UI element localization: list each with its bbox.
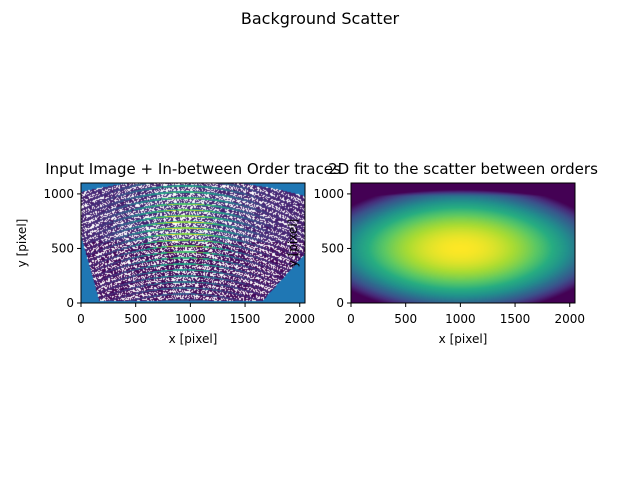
right-panel: 2D fit to the scatter between orders 0 50…: [286, 160, 598, 346]
right-axes-frame: [350, 182, 576, 304]
left-y-axis-label: y [pixel]: [15, 219, 29, 268]
y-tick-label: 0: [336, 296, 344, 310]
right-x-ticks: 0 500 1000 1500 2000: [347, 303, 585, 326]
x-tick-label: 2000: [554, 312, 585, 326]
y-tick-label: 1000: [43, 187, 74, 201]
x-tick-label: 0: [77, 312, 85, 326]
left-axes-frame: [80, 182, 306, 304]
y-tick-label: 0: [66, 296, 74, 310]
left-y-ticks: 0 500 1000: [43, 187, 81, 310]
x-tick-label: 0: [347, 312, 355, 326]
right-panel-title: 2D fit to the scatter between orders: [328, 160, 598, 178]
x-tick-label: 500: [124, 312, 147, 326]
y-tick-label: 1000: [313, 187, 344, 201]
right-heatmap-canvas: [351, 183, 575, 303]
x-tick-label: 1000: [445, 312, 476, 326]
left-panel: Input Image + In-between Order traces 0 5…: [15, 160, 341, 346]
left-panel-title: Input Image + In-between Order traces: [45, 160, 341, 178]
right-y-ticks: 0 500 1000: [313, 187, 351, 310]
right-y-axis-label: y [pixel]: [286, 219, 300, 268]
left-x-axis-label: x [pixel]: [169, 332, 218, 346]
x-tick-label: 1500: [230, 312, 261, 326]
right-heatmap: [351, 183, 575, 303]
y-tick-label: 500: [51, 241, 74, 255]
x-tick-label: 1000: [175, 312, 206, 326]
x-tick-label: 500: [394, 312, 417, 326]
right-x-axis-label: x [pixel]: [439, 332, 488, 346]
x-tick-label: 2000: [284, 312, 315, 326]
left-heatmap: [81, 183, 305, 303]
y-tick-label: 500: [321, 241, 344, 255]
figure-suptitle: Background Scatter: [241, 9, 400, 28]
left-x-ticks: 0 500 1000 1500 2000: [77, 303, 315, 326]
left-heatmap-canvas: [81, 183, 305, 303]
x-tick-label: 1500: [500, 312, 531, 326]
